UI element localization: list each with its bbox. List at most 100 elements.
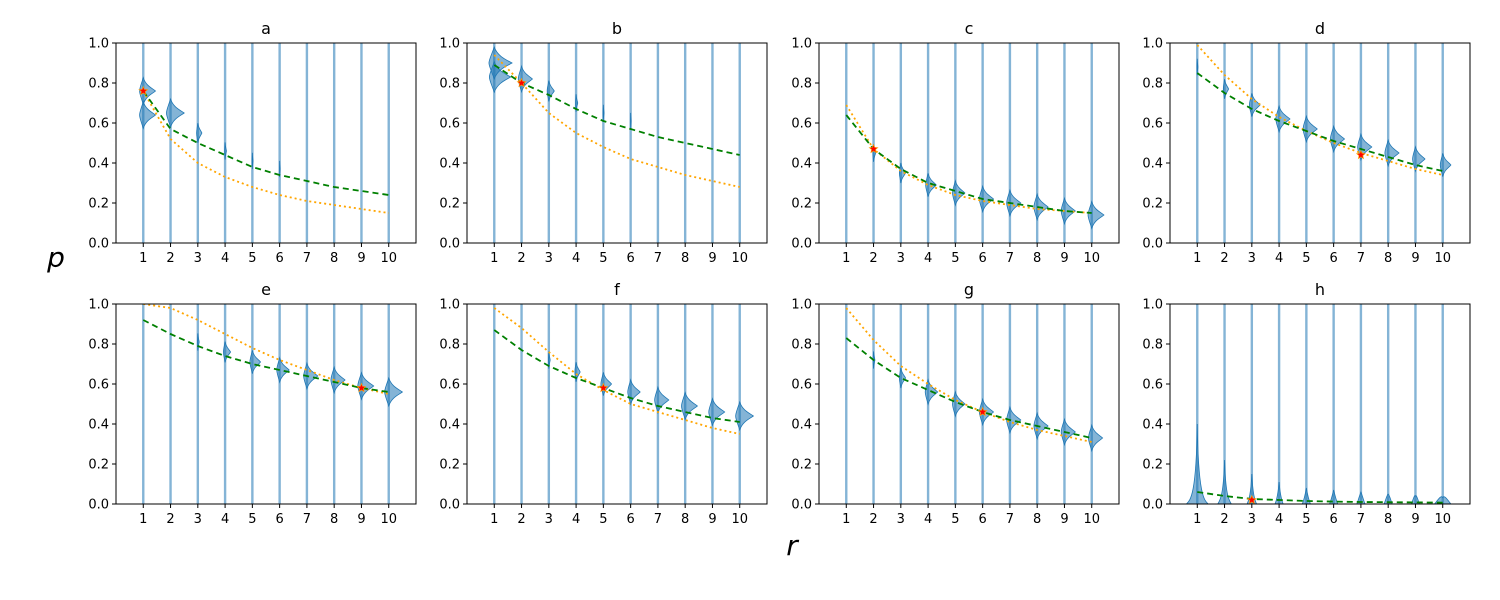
- violin-line: [493, 43, 496, 243]
- violin-line: [656, 43, 660, 243]
- violin-line: [954, 43, 957, 243]
- y-tick-label: 1.0: [791, 298, 812, 313]
- violin-line: [196, 304, 200, 504]
- violin-line: [305, 43, 309, 243]
- violin-line: [547, 304, 551, 504]
- violin-line: [981, 43, 984, 243]
- violin-line: [1386, 304, 1390, 504]
- y-tick-label: 0.6: [88, 378, 109, 393]
- panel-title: a: [261, 19, 271, 38]
- violin-line: [1277, 304, 1281, 504]
- x-tick-label: 4: [221, 251, 229, 266]
- violin-line: [738, 43, 741, 243]
- highlight-marker: [1355, 149, 1366, 160]
- x-axis-label: r: [786, 529, 799, 562]
- violin: [139, 100, 157, 130]
- plot-area: [1185, 304, 1452, 504]
- axes-frame: [115, 42, 417, 244]
- x-tick-label: 10: [380, 512, 397, 527]
- y-tick-label: 0.6: [439, 117, 460, 132]
- x-tick-label: 1: [490, 512, 498, 527]
- y-tick-label: 0.6: [1142, 117, 1163, 132]
- violin-line: [251, 304, 254, 504]
- x-tick-label: 10: [1083, 251, 1100, 266]
- violin: [1006, 188, 1022, 218]
- green-curve: [845, 114, 1092, 214]
- x-tick-label: 2: [1220, 251, 1228, 266]
- green-curve: [142, 319, 389, 393]
- x-tick-label: 8: [1033, 251, 1041, 266]
- x-tick-label: 2: [869, 512, 877, 527]
- violin-line: [1035, 43, 1039, 243]
- violin-line: [872, 43, 875, 243]
- violin-line: [629, 43, 632, 243]
- plot-area: [138, 43, 390, 243]
- violin: [1246, 473, 1258, 504]
- violin: [223, 341, 232, 363]
- violin-line: [387, 43, 390, 243]
- highlight-marker: [868, 143, 879, 154]
- y-tick-label: 0.0: [439, 498, 460, 513]
- x-tick-label: 10: [1434, 251, 1451, 266]
- x-tick-label: 7: [1357, 512, 1365, 527]
- x-tick-label: 5: [1302, 251, 1310, 266]
- violin-line: [1063, 304, 1066, 504]
- y-tick-label: 1.0: [1142, 37, 1163, 52]
- violin-line: [1008, 304, 1012, 504]
- violin: [1087, 200, 1105, 230]
- violin: [1301, 487, 1311, 504]
- x-tick-label: 9: [357, 512, 365, 527]
- highlight-marker: [1246, 494, 1257, 504]
- panels: 0.00.20.40.60.81.01 2 3 4 5 6 7 8 9 10a0.00.20.40…: [88, 19, 1471, 527]
- violin-line: [1090, 304, 1093, 504]
- violin: [1412, 145, 1426, 173]
- violin-line: [899, 43, 903, 243]
- violin-line: [1305, 304, 1308, 504]
- x-tick-label: 8: [330, 512, 338, 527]
- violin: [384, 376, 404, 408]
- axes-frame: [818, 303, 1120, 505]
- y-tick-label: 0.4: [439, 418, 460, 433]
- x-tick-label: 5: [599, 251, 607, 266]
- panel-d: 0.0 0.2 0.4 0.6 0.8 1.0 1 2 3 4 5 6 7 8 9 10 d: [1142, 19, 1471, 266]
- x-tick-label: 3: [545, 251, 553, 266]
- panel-title: c: [965, 19, 974, 38]
- x-tick-label: 9: [1060, 251, 1068, 266]
- violin: [1302, 114, 1318, 144]
- violin: [1222, 79, 1230, 99]
- violin-line: [574, 43, 578, 243]
- violin: [357, 371, 375, 401]
- violin-line: [278, 304, 281, 504]
- violin-line: [845, 43, 848, 243]
- violin-line: [1223, 304, 1226, 504]
- highlight-marker: [598, 382, 609, 393]
- violin-line: [1359, 304, 1363, 504]
- violin-line: [360, 43, 363, 243]
- y-tick-label: 0.4: [88, 157, 109, 172]
- axes-frame: [1169, 42, 1471, 244]
- y-tick-label: 0.0: [791, 498, 812, 513]
- green-curve: [493, 329, 740, 423]
- x-tick-label: 7: [1006, 512, 1014, 527]
- violin: [654, 385, 670, 415]
- highlight-marker: [977, 406, 988, 417]
- y-tick-label: 0.8: [439, 338, 460, 353]
- orange-curve: [1196, 44, 1443, 176]
- violin: [488, 60, 512, 94]
- x-tick-label: 4: [924, 512, 932, 527]
- violin: [330, 365, 346, 395]
- x-tick-label: 9: [357, 251, 365, 266]
- violin-line: [1332, 304, 1335, 504]
- green-curve: [1196, 72, 1443, 172]
- violin-line: [1414, 43, 1417, 243]
- violin: [251, 152, 254, 170]
- y-tick-label: 0.0: [1142, 237, 1163, 252]
- y-tick-label: 0.6: [88, 117, 109, 132]
- violin: [708, 397, 726, 427]
- panel-c: 0.0 0.2 0.4 0.6 0.8 1.0 1 2 3 4 5 6 7 8 9 10 c: [791, 19, 1120, 266]
- panel-title: f: [614, 280, 620, 299]
- y-tick-label: 1.0: [1142, 298, 1163, 313]
- y-tick-label: 0.0: [791, 237, 812, 252]
- violin: [1275, 104, 1291, 134]
